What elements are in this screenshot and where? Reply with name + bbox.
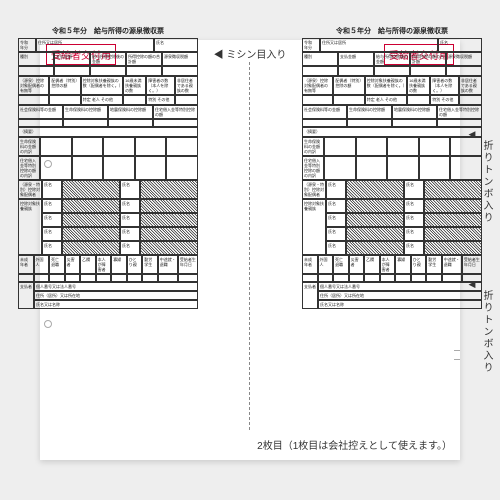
field-quake-ins: 地震保険料の控除額 [108,105,153,119]
tax-form-left: 令和５年分 給与所得の源泉徴収票 令和年分 住所又は居所 氏名 種別 支払金額 … [18,26,198,468]
field-income-after: 給与所得控除後の金額 [90,52,126,66]
field-type: 種別 [18,52,54,66]
flag-widow: 寡婦 [111,255,127,274]
field-summary: （摘要） [18,127,198,137]
field-dependents: 控除対象扶養親族の数（配偶者を除く。） [81,76,123,95]
field-life-detail-label: 生命保険料の金額の内訳 [18,137,40,156]
field-address: 住所又は居所 [36,38,154,52]
flag-student: 勤労学生 [142,255,158,274]
flag-foreigner: 外国人 [34,255,50,274]
field-payer-number: 個人番号又は法人番号 [34,282,198,291]
form-title: 令和５年分 給与所得の源泉徴収票 [18,26,198,36]
field-spouse-name-label: （源泉・特別）控除対象配偶者 [18,180,42,199]
field-payment: 支払金額 [54,52,90,66]
field-housing: 住宅借入金等特別控除の額 [153,105,198,119]
privacy-hatch [62,180,120,199]
field-nonres: 非居住者である親族の数 [175,76,198,95]
flag-minor: 未成年者 [18,255,34,274]
flag-death: 死亡退職 [49,255,65,274]
privacy-hatch [140,180,198,199]
field-payer-address: 住所（居所）又は所在地 [34,291,198,300]
form-title: 令和５年分 給与所得の源泉徴収票 [302,26,482,36]
field-birth: 受給者生年月日 [178,255,198,274]
field-life-ins: 生命保険料の控除額 [63,105,108,119]
field-deductions: 所得控除の額の合計額 [126,52,162,66]
field-tax: 源泉徴収税額 [162,52,198,66]
tax-form-right: 令和５年分 給与所得の源泉徴収票 令和年分 住所又は居所 氏名 種別 支払金額 … [302,26,482,468]
field-payer-name: 氏名又は名称 [34,300,198,309]
flag-self-disabled: 本人が障害者 [96,255,112,274]
field-spouse: （源泉）控除対象配偶者の有無等 [18,76,49,95]
field-under16: 16歳未満扶養親族の数 [123,76,146,95]
field-midyear: 中途就・退職 [158,255,178,274]
field-disabled: 障害者の数（本人を除く。） [146,76,175,95]
field-housing-detail-label: 住宅借入金等特別控除の額の内訳 [18,156,40,180]
field-payer-label: 支払者 [18,282,34,309]
field-year-box: 令和年分 [18,38,36,52]
perforation-line [249,62,250,430]
flag-otsu: 乙欄 [80,255,96,274]
field-name: 氏名 [154,38,198,52]
field-spouse-ded: 配偶者（特別）控除の額 [49,76,80,95]
flag-single-parent: ひとり親 [127,255,143,274]
flag-disaster: 災害者 [65,255,81,274]
field-social-ins: 社会保険料等の金額 [18,105,63,119]
field-amounts-row [18,66,54,76]
field-dependent-names-label: 控除対象扶養親族 [18,199,42,255]
